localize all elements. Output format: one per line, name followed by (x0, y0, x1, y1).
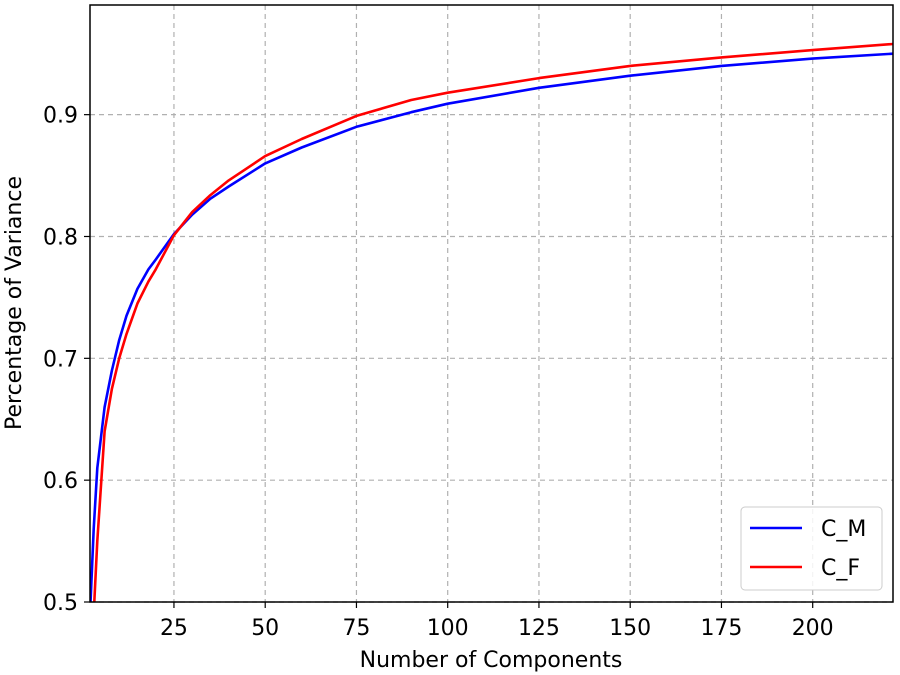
series-line-c-f (92, 42, 893, 602)
plot-frame (89, 4, 894, 603)
x-tick-label: 100 (427, 616, 469, 641)
x-tick-label: 75 (342, 616, 370, 641)
legend: C_M C_F (740, 506, 883, 591)
x-tick-label: 150 (609, 616, 651, 641)
y-tick-label: 0.5 (43, 591, 78, 616)
x-tick-label: 125 (518, 616, 560, 641)
axis-ticks: 25 50 75 100 125 150 175 200 0.5 0.6 0.7 0.8 0.9 (43, 104, 834, 641)
legend-label-c-m: C_M (821, 517, 866, 542)
legend-label-c-f: C_F (821, 556, 860, 581)
x-tick-label: 175 (700, 616, 742, 641)
series-line-c-m (90, 52, 893, 602)
y-tick-label: 0.9 (43, 104, 78, 129)
y-tick-label: 0.7 (43, 347, 78, 372)
series-layer (90, 42, 893, 602)
y-tick-label: 0.8 (43, 225, 78, 250)
x-tick-label: 200 (792, 616, 834, 641)
x-tick-label: 50 (251, 616, 279, 641)
x-tick-label: 25 (160, 616, 188, 641)
y-tick-label: 0.6 (43, 469, 78, 494)
y-axis-title: Percentage of Variance (2, 176, 27, 430)
x-axis-title: Number of Components (360, 648, 623, 673)
